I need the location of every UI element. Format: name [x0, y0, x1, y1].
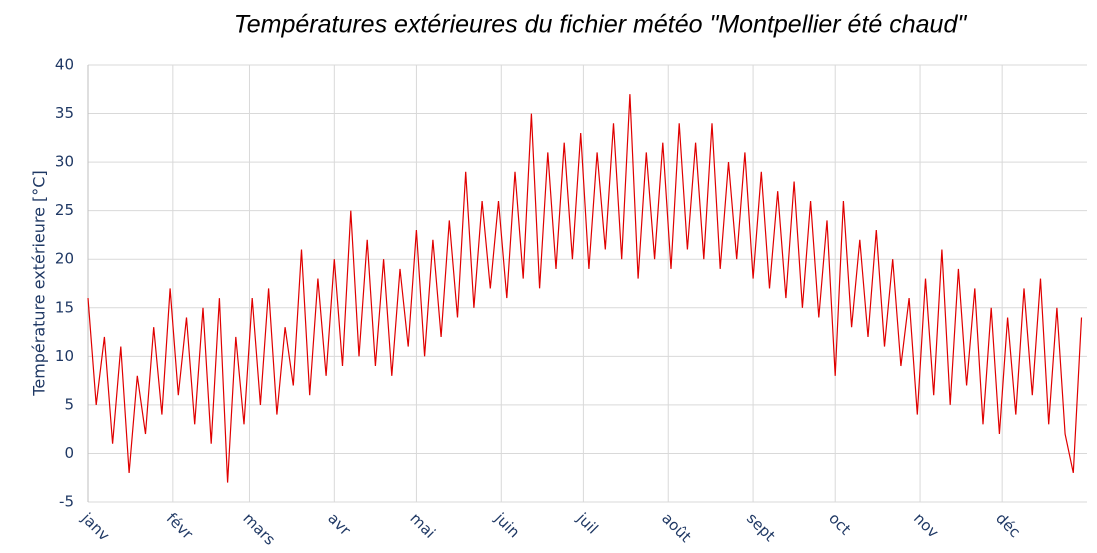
- y-tick-label: 25: [55, 201, 74, 219]
- y-tick-label: 5: [64, 395, 74, 413]
- data-line: [87, 94, 1083, 483]
- y-tick-label: 35: [55, 104, 74, 122]
- x-tick-label: juil: [573, 509, 602, 538]
- y-tick-label: 20: [55, 250, 74, 268]
- x-tick-label: avr: [324, 509, 354, 539]
- x-tick-label: juin: [491, 509, 524, 542]
- x-tick-label: sept: [743, 509, 779, 545]
- y-tick-label: 10: [55, 347, 74, 365]
- x-tick-label: déc: [992, 509, 1024, 541]
- chart-title: Températures extérieures du fichier mété…: [234, 11, 968, 39]
- y-axis-label: Température extérieure [°C]: [30, 170, 49, 396]
- y-tick-label: 0: [64, 444, 74, 462]
- x-tick-label: mai: [406, 509, 439, 542]
- y-tick-label: 40: [55, 56, 74, 74]
- x-tick-label: nov: [910, 509, 942, 541]
- x-tick-label: janv: [77, 509, 113, 545]
- x-tick-label: mars: [239, 509, 279, 549]
- y-tick-label: 15: [55, 298, 74, 316]
- x-tick-label: oct: [825, 509, 854, 538]
- x-tick-label: août: [658, 509, 695, 546]
- y-tick-label: 30: [55, 153, 74, 171]
- x-tick-label: févr: [163, 509, 197, 543]
- y-tick-label: -5: [59, 493, 74, 511]
